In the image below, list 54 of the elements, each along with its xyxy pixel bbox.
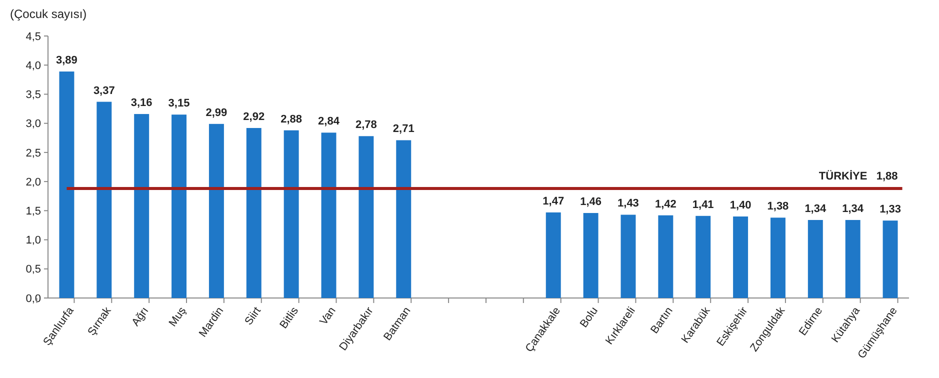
data-label: 1,42 — [654, 198, 676, 210]
data-label: 1,46 — [580, 196, 602, 208]
data-label: 2,99 — [206, 106, 228, 119]
y-tick-label: 3,0 — [26, 118, 41, 130]
data-label: 1,43 — [618, 198, 639, 210]
x-tick-label: Van — [318, 305, 338, 328]
y-tick-label: 2,0 — [26, 176, 41, 188]
bar — [770, 218, 786, 298]
bar — [658, 215, 674, 298]
bar — [321, 132, 336, 298]
x-tick-label: Siirt — [242, 305, 264, 328]
data-label: 3,89 — [56, 54, 78, 67]
data-label: 2,78 — [355, 119, 377, 132]
data-label: 3,16 — [130, 97, 152, 110]
y-tick-label: 4,0 — [26, 60, 41, 72]
bar — [882, 220, 898, 298]
y-tick-label: 1,5 — [26, 206, 41, 218]
data-label: 1,40 — [730, 199, 752, 212]
data-label: 3,15 — [168, 98, 190, 110]
data-label: 2,71 — [392, 123, 414, 136]
y-tick-label: 4,5 — [26, 30, 41, 43]
bar — [246, 128, 262, 298]
bar — [59, 72, 74, 298]
bar — [358, 136, 374, 298]
bar — [172, 114, 187, 298]
y-tick-label: 2,5 — [26, 147, 41, 160]
y-tick-label: 0,5 — [26, 264, 41, 276]
data-label: 1,38 — [767, 200, 789, 213]
data-label: 1,47 — [542, 195, 564, 208]
bar — [284, 130, 299, 298]
bar — [208, 124, 224, 298]
bar — [96, 102, 112, 298]
data-label: 2,88 — [280, 113, 302, 126]
y-tick-label: 3,5 — [26, 89, 41, 102]
bar — [396, 140, 412, 298]
bar — [583, 212, 598, 298]
data-label: 3,37 — [93, 84, 115, 97]
data-label: 1,34 — [804, 202, 827, 215]
bar — [845, 220, 860, 298]
data-label: 1,34 — [842, 202, 864, 215]
bar — [620, 214, 636, 298]
data-label: 1,33 — [880, 204, 901, 216]
bar — [733, 216, 748, 298]
bar — [546, 212, 561, 298]
bar — [808, 220, 823, 298]
data-label: 2,84 — [318, 116, 340, 128]
data-label: 1,41 — [692, 198, 714, 211]
bar — [134, 114, 150, 298]
y-axis-title: (Çocuk sayısı) — [10, 7, 87, 21]
y-tick-label: 0,0 — [26, 292, 41, 305]
bar — [696, 216, 711, 298]
y-tick-label: 1,0 — [26, 234, 41, 247]
ref-line-label: TÜRKİYE 1,88 — [818, 170, 898, 183]
data-label: 2,92 — [243, 110, 265, 123]
